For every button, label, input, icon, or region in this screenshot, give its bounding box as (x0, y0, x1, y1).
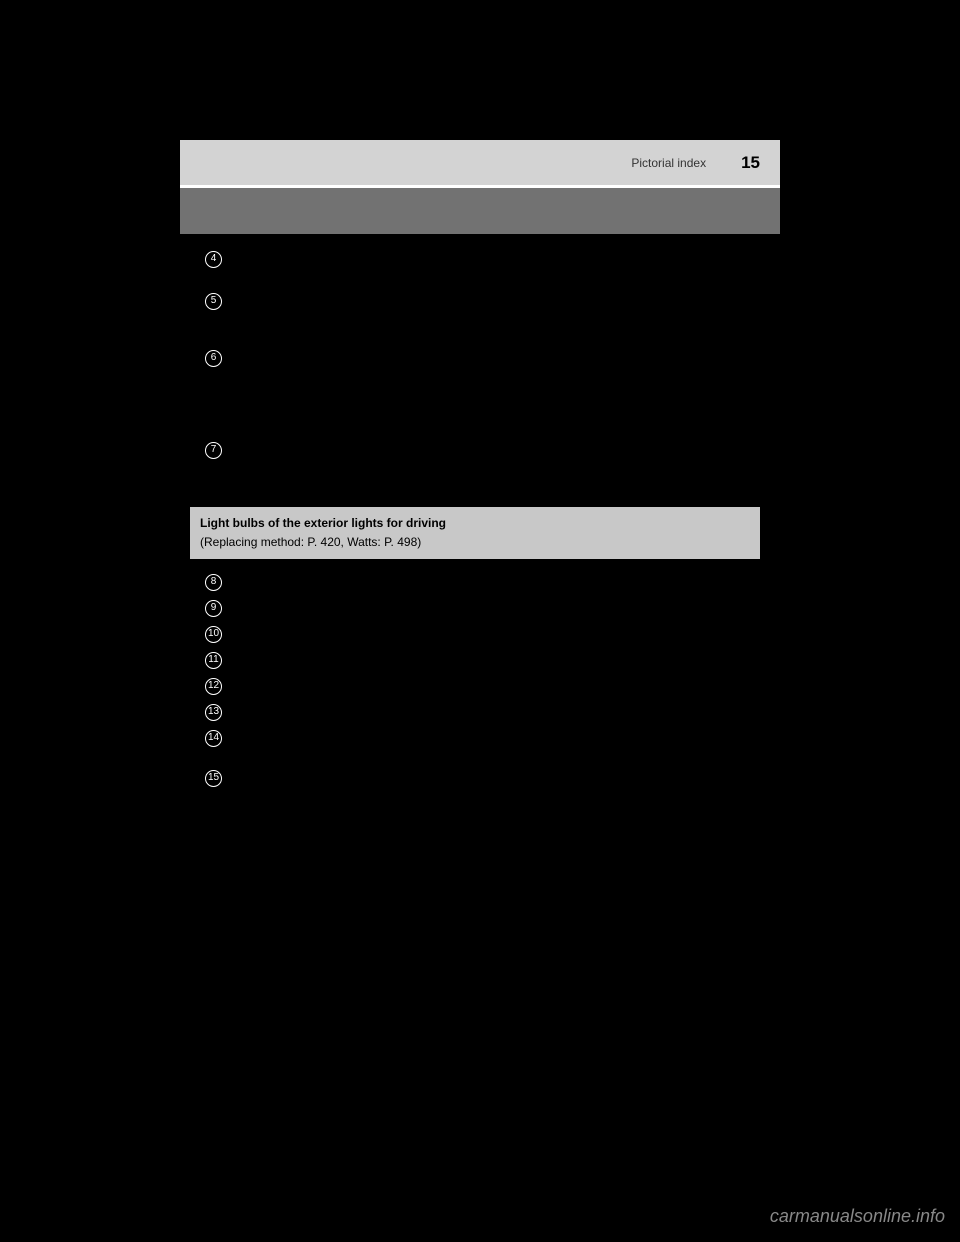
item-text (250, 621, 760, 641)
section-band (180, 188, 780, 234)
list-item: 12 (250, 673, 760, 697)
list-item: 4 (250, 246, 760, 286)
item-text (250, 288, 760, 308)
item-number-icon: 10 (205, 626, 222, 643)
breadcrumb: Pictorial index (631, 156, 706, 170)
list-item: 15 (250, 765, 760, 789)
item-text (250, 765, 760, 785)
item-number-icon: 12 (205, 678, 222, 695)
item-text (250, 569, 760, 589)
item-text (250, 345, 760, 365)
item-number-icon: 13 (205, 704, 222, 721)
list-item: 10 (250, 621, 760, 645)
list-item: 8 (250, 569, 760, 593)
info-box-subtitle: (Replacing method: P. 420, Watts: P. 498… (200, 533, 750, 552)
item-number-icon: 14 (205, 730, 222, 747)
item-text (250, 699, 760, 719)
list-item: 6 (250, 345, 760, 435)
item-number-icon: 4 (205, 251, 222, 268)
list-item: 9 (250, 595, 760, 619)
item-text (250, 595, 760, 615)
manual-page: Pictorial index 15 4 5 6 7 Light bulbs o… (180, 140, 780, 811)
page-number: 15 (741, 153, 760, 173)
item-text (250, 437, 760, 457)
item-text (250, 246, 760, 266)
list-item: 7 (250, 437, 760, 492)
page-header: Pictorial index 15 (180, 140, 780, 188)
list-item: 14 (250, 725, 760, 763)
item-text (250, 725, 760, 745)
info-callout-box: Light bulbs of the exterior lights for d… (190, 507, 760, 559)
item-number-icon: 8 (205, 574, 222, 591)
item-number-icon: 6 (205, 350, 222, 367)
item-number-icon: 5 (205, 293, 222, 310)
item-text (250, 647, 760, 667)
item-number-icon: 9 (205, 600, 222, 617)
item-text (250, 673, 760, 693)
item-number-icon: 7 (205, 442, 222, 459)
list-item: 13 (250, 699, 760, 723)
item-number-icon: 11 (205, 652, 222, 669)
list-item: 11 (250, 647, 760, 671)
info-box-title: Light bulbs of the exterior lights for d… (200, 514, 750, 533)
item-number-icon: 15 (205, 770, 222, 787)
list-item: 5 (250, 288, 760, 343)
content-area: 4 5 6 7 Light bulbs of the exterior ligh… (180, 234, 780, 811)
watermark: carmanualsonline.info (770, 1206, 945, 1227)
